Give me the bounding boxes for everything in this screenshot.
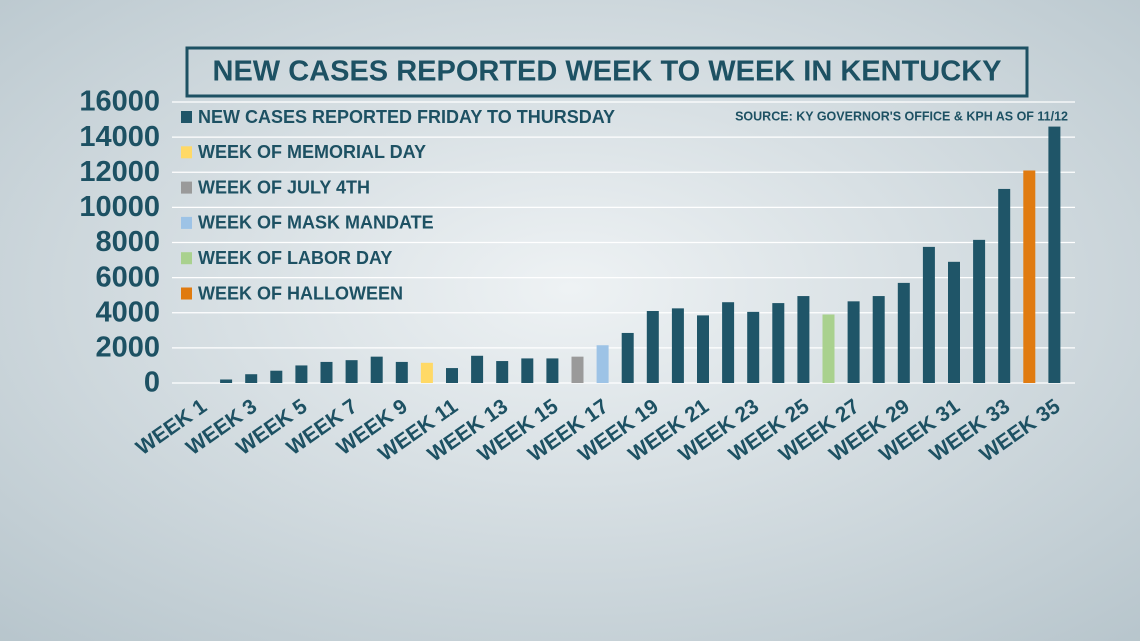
bar <box>295 365 308 383</box>
bar <box>847 301 860 383</box>
bar <box>395 361 408 383</box>
y-tick-label: 0 <box>144 367 160 399</box>
legend-swatch <box>181 252 192 265</box>
title-box <box>185 46 1029 98</box>
bar <box>220 379 233 383</box>
bar <box>1048 126 1061 384</box>
bar <box>922 246 935 383</box>
legend-swatch <box>181 216 192 229</box>
y-tick-label: 12000 <box>79 156 160 188</box>
legend-label: WEEK OF MASK MANDATE <box>198 213 434 233</box>
y-tick-label: 4000 <box>95 296 160 328</box>
bar <box>872 296 885 383</box>
bar <box>646 310 659 383</box>
bar <box>245 374 258 383</box>
legend-swatch <box>181 287 192 300</box>
bar <box>697 315 709 383</box>
y-tick-label: 14000 <box>79 121 160 153</box>
legend-label: WEEK OF JULY 4TH <box>198 177 370 197</box>
legend-label: NEW CASES REPORTED FRIDAY TO THURSDAY <box>198 107 615 127</box>
bar <box>345 360 358 383</box>
bar <box>722 302 735 383</box>
bar <box>897 282 910 383</box>
bar <box>671 308 684 383</box>
legend-swatch <box>181 181 192 194</box>
bar <box>621 332 634 383</box>
bar <box>973 239 986 383</box>
y-tick-label: 8000 <box>95 226 160 258</box>
bar <box>446 368 458 383</box>
legend-label: WEEK OF HALLOWEEN <box>198 283 403 303</box>
y-tick-label: 6000 <box>95 261 160 293</box>
legend-label: WEEK OF LABOR DAY <box>198 248 392 268</box>
bar <box>747 311 760 383</box>
bar <box>596 345 609 383</box>
bar <box>546 358 559 383</box>
y-tick-label: 10000 <box>79 191 160 223</box>
chart-title: NEW CASES REPORTED WEEK TO WEEK IN KENTU… <box>213 56 1002 88</box>
bar <box>797 296 810 383</box>
y-tick-label: 16000 <box>79 86 160 118</box>
bar <box>948 261 960 383</box>
bar <box>772 303 785 383</box>
bar <box>521 358 534 383</box>
legend-label: WEEK OF MEMORIAL DAY <box>198 142 426 162</box>
legend-swatch <box>181 146 192 159</box>
bar <box>1023 170 1036 383</box>
source-note: SOURCE: KY GOVERNOR'S OFFICE & KPH AS OF… <box>735 109 1068 123</box>
bar <box>496 361 509 383</box>
bar <box>270 370 283 383</box>
bar <box>571 356 584 383</box>
legend-swatch <box>181 111 192 123</box>
bar <box>471 355 484 383</box>
bar <box>370 356 383 383</box>
bar <box>420 362 433 383</box>
bar <box>822 314 835 383</box>
y-tick-label: 2000 <box>95 332 160 364</box>
bar <box>998 188 1011 383</box>
bar <box>320 361 333 383</box>
